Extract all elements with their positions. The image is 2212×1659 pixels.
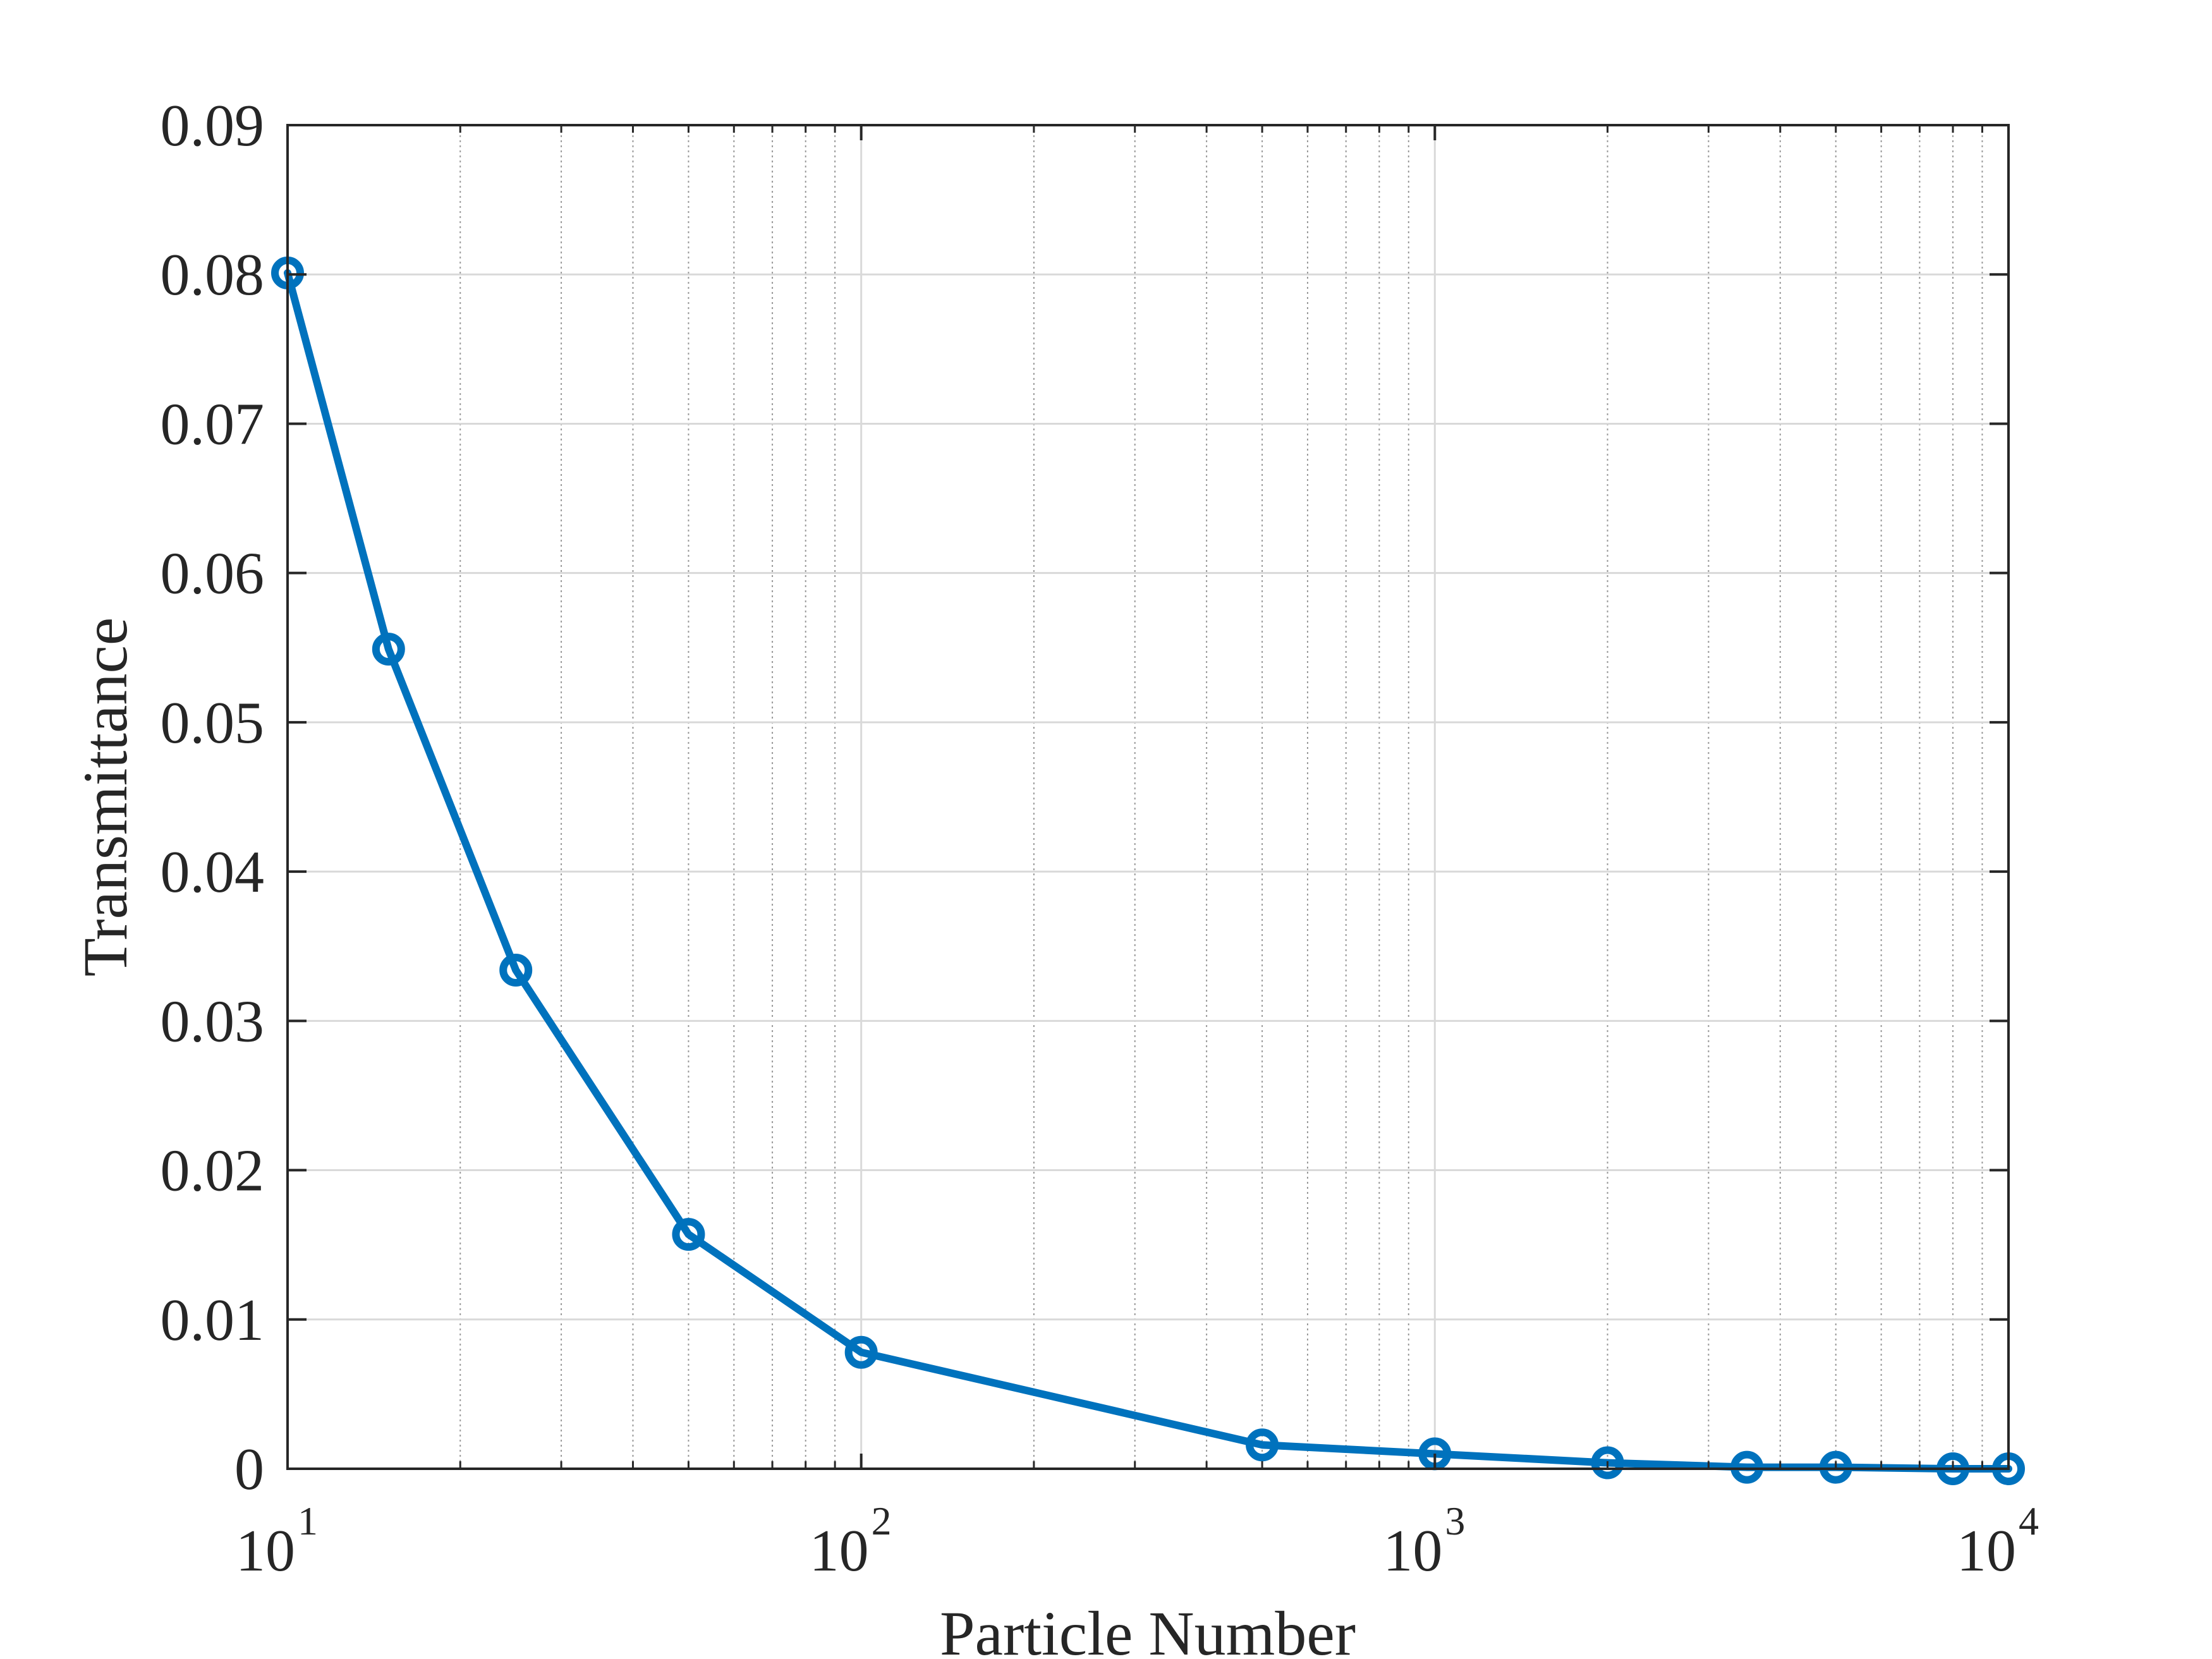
data-point <box>372 633 405 666</box>
data-point <box>672 1218 705 1251</box>
x-tick-label: 10 <box>1957 1518 2016 1584</box>
y-tick-label: 0.03 <box>161 988 265 1054</box>
y-tick-label: 0 <box>234 1437 264 1502</box>
x-tick-exponent: 1 <box>298 1498 318 1543</box>
data-point <box>1819 1450 1852 1484</box>
tick-marks <box>286 124 2010 1470</box>
plot-area <box>288 125 2008 1469</box>
x-axis-label: Particle Number <box>940 1598 1356 1659</box>
y-axis-label: Transmittance <box>70 617 140 976</box>
data-point <box>1591 1446 1624 1480</box>
y-tick-label: 0.09 <box>161 93 265 159</box>
x-tick-label: 10 <box>810 1518 869 1584</box>
y-tick-label: 0.07 <box>161 391 265 457</box>
plot-frame <box>286 124 2010 1470</box>
x-tick-label: 10 <box>1383 1518 1442 1584</box>
data-point <box>844 1335 878 1369</box>
y-tick-label: 0.02 <box>161 1138 265 1204</box>
x-tick-exponent: 2 <box>872 1498 892 1543</box>
y-tick-label: 0.08 <box>161 242 265 308</box>
y-tick-label: 0.05 <box>161 690 265 756</box>
x-tick-label: 10 <box>236 1518 295 1584</box>
data-point <box>499 954 533 987</box>
data-point <box>1730 1450 1764 1484</box>
y-tick-label: 0.01 <box>161 1287 265 1353</box>
minor-grid <box>459 125 1983 1469</box>
y-tick-labels: 0 0.01 0.02 0.03 0.04 0.05 0.06 0.07 0.08 0.09 <box>161 93 265 1502</box>
y-tick-label: 0.06 <box>161 541 265 607</box>
data-point <box>1246 1428 1279 1462</box>
x-tick-exponent: 3 <box>1445 1498 1465 1543</box>
x-tick-exponent: 4 <box>2019 1498 2039 1543</box>
y-tick-label: 0.04 <box>161 839 265 905</box>
x-tick-labels: 10 1 10 2 10 3 10 4 <box>236 1498 2039 1584</box>
